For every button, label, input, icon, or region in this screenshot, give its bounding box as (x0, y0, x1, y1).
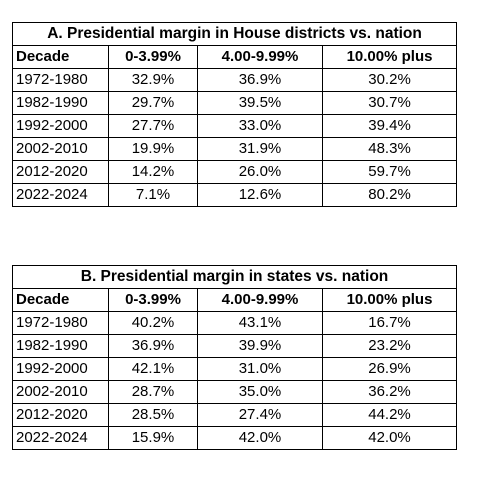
table-title-row: A. Presidential margin in House district… (11, 22, 458, 46)
value-cell: 31.9% (197, 137, 323, 161)
column-header-decade: Decade (12, 288, 109, 312)
value-cell: 43.1% (197, 311, 323, 335)
decade-cell: 1992-2000 (12, 357, 109, 381)
decade-cell: 2012-2020 (12, 403, 109, 427)
table-row: 1992-2000 42.1% 31.0% 26.9% (12, 357, 458, 381)
table-row: 2012-2020 14.2% 26.0% 59.7% (12, 160, 458, 184)
value-cell: 23.2% (321, 334, 458, 358)
column-header-decade: Decade (12, 45, 109, 69)
house-districts-table: A. Presidential margin in House district… (11, 22, 458, 207)
value-cell: 59.7% (321, 160, 458, 184)
value-cell: 31.0% (197, 357, 323, 381)
decade-cell: 1982-1990 (12, 91, 109, 115)
table-row: 2002-2010 28.7% 35.0% 36.2% (12, 380, 458, 404)
decade-cell: 1972-1980 (12, 311, 109, 335)
value-cell: 26.9% (321, 357, 458, 381)
decade-cell: 1982-1990 (12, 334, 109, 358)
decade-cell: 1972-1980 (12, 68, 109, 92)
value-cell: 42.0% (321, 426, 458, 450)
value-cell: 30.2% (321, 68, 458, 92)
value-cell: 39.4% (321, 114, 458, 138)
column-header-10-plus: 10.00% plus (321, 288, 458, 312)
table-row: 1972-1980 32.9% 36.9% 30.2% (12, 68, 458, 92)
value-cell: 27.4% (197, 403, 323, 427)
decade-cell: 2012-2020 (12, 160, 109, 184)
table-row: 1972-1980 40.2% 43.1% 16.7% (12, 311, 458, 335)
states-table: B. Presidential margin in states vs. nat… (11, 265, 458, 450)
value-cell: 35.0% (197, 380, 323, 404)
table-row: 1982-1990 36.9% 39.9% 23.2% (12, 334, 458, 358)
header-row: Decade 0-3.99% 4.00-9.99% 10.00% plus (12, 45, 458, 69)
value-cell: 39.5% (197, 91, 323, 115)
value-cell: 7.1% (108, 183, 198, 207)
value-cell: 39.9% (197, 334, 323, 358)
value-cell: 28.7% (108, 380, 198, 404)
table-row: 2022-2024 15.9% 42.0% 42.0% (12, 426, 458, 450)
value-cell: 12.6% (197, 183, 323, 207)
table-row: 2002-2010 19.9% 31.9% 48.3% (12, 137, 458, 161)
table-row: 2012-2020 28.5% 27.4% 44.2% (12, 403, 458, 427)
column-header-4-10: 4.00-9.99% (197, 45, 323, 69)
value-cell: 28.5% (108, 403, 198, 427)
value-cell: 40.2% (108, 311, 198, 335)
value-cell: 27.7% (108, 114, 198, 138)
value-cell: 33.0% (197, 114, 323, 138)
value-cell: 15.9% (108, 426, 198, 450)
table-row: 2022-2024 7.1% 12.6% 80.2% (12, 183, 458, 207)
value-cell: 32.9% (108, 68, 198, 92)
value-cell: 36.2% (321, 380, 458, 404)
value-cell: 44.2% (321, 403, 458, 427)
value-cell: 26.0% (197, 160, 323, 184)
table-title: B. Presidential margin in states vs. nat… (11, 265, 458, 289)
value-cell: 80.2% (321, 183, 458, 207)
column-header-0-4: 0-3.99% (108, 288, 198, 312)
column-header-0-4: 0-3.99% (108, 45, 198, 69)
value-cell: 16.7% (321, 311, 458, 335)
decade-cell: 2022-2024 (12, 426, 109, 450)
value-cell: 36.9% (108, 334, 198, 358)
table-row: 1982-1990 29.7% 39.5% 30.7% (12, 91, 458, 115)
value-cell: 42.0% (197, 426, 323, 450)
value-cell: 29.7% (108, 91, 198, 115)
decade-cell: 1992-2000 (12, 114, 109, 138)
value-cell: 30.7% (321, 91, 458, 115)
table-title: A. Presidential margin in House district… (11, 22, 458, 46)
column-header-4-10: 4.00-9.99% (197, 288, 323, 312)
header-row: Decade 0-3.99% 4.00-9.99% 10.00% plus (12, 288, 458, 312)
value-cell: 48.3% (321, 137, 458, 161)
table-row: 1992-2000 27.7% 33.0% 39.4% (12, 114, 458, 138)
decade-cell: 2022-2024 (12, 183, 109, 207)
value-cell: 19.9% (108, 137, 198, 161)
column-header-10-plus: 10.00% plus (321, 45, 458, 69)
value-cell: 42.1% (108, 357, 198, 381)
decade-cell: 2002-2010 (12, 137, 109, 161)
decade-cell: 2002-2010 (12, 380, 109, 404)
value-cell: 14.2% (108, 160, 198, 184)
value-cell: 36.9% (197, 68, 323, 92)
table-title-row: B. Presidential margin in states vs. nat… (11, 265, 458, 289)
